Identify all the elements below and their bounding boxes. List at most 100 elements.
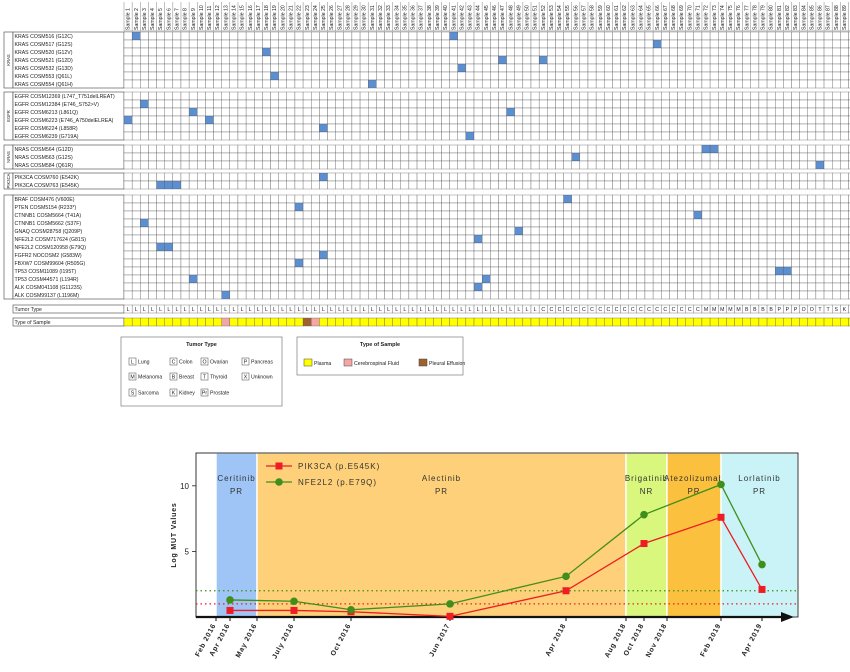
tumor-legend-code: C [172,360,176,366]
heatmap-cell [393,267,401,275]
sample-type-cell [767,318,775,326]
heatmap-cell [441,173,449,181]
heatmap-cell [507,40,515,48]
sample-type-cell [832,318,840,326]
heatmap-cell [189,32,197,40]
heatmap-cell [572,145,580,153]
heatmap-cell [588,80,596,88]
heatmap-cell [539,40,547,48]
sample-header: Sample 28 [345,5,351,30]
heatmap-cell [384,64,392,72]
heatmap-cell [629,145,637,153]
heatmap-cell [433,267,441,275]
heatmap-cell [165,48,173,56]
heatmap-cell [433,275,441,283]
heatmap-cell [279,132,287,140]
heatmap-cell [287,227,295,235]
heatmap-cell [482,219,490,227]
heatmap-cell [450,132,458,140]
heatmap-cell [433,124,441,132]
x-tick-label: Jun 2017 [429,623,452,658]
heatmap-cell [124,181,132,189]
heatmap-cell [352,80,360,88]
heatmap-cell [604,259,612,267]
treatment-response: NR [640,487,654,496]
heatmap-cell [775,219,783,227]
heatmap-cell [824,32,832,40]
heatmap-cell [140,40,148,48]
heatmap-cell [775,100,783,108]
heatmap-cell [474,251,482,259]
tumor-type-code: P [794,307,798,313]
heatmap-cell [710,56,718,64]
tumor-legend-label: Prostate [210,391,229,397]
heatmap-cell [661,203,669,211]
heatmap-cell [735,48,743,56]
tumor-legend-code: S [131,391,135,397]
heatmap-cell [507,181,515,189]
heatmap-cell [214,251,222,259]
heatmap-cell [409,203,417,211]
mutation-label: FGFR2 NOCOSM2 (G583W) [15,253,82,259]
heatmap-cell [352,64,360,72]
heatmap-cell [336,56,344,64]
heatmap-cell [441,219,449,227]
heatmap-cell [555,275,563,283]
heatmap-cell [393,181,401,189]
heatmap-cell [336,40,344,48]
heatmap-cell [189,161,197,169]
heatmap-cell [246,48,254,56]
tumor-type-code: L [143,307,146,313]
heatmap-cell [759,124,767,132]
mutation-hit-cell [189,108,197,116]
heatmap-cell [165,161,173,169]
heatmap-cell [197,173,205,181]
heatmap-cell [205,267,213,275]
heatmap-cell [555,243,563,251]
heatmap-cell [669,32,677,40]
heatmap-cell [173,251,181,259]
heatmap-cell [148,235,156,243]
heatmap-cell [425,251,433,259]
heatmap-cell [376,291,384,299]
heatmap-cell [564,116,572,124]
heatmap-cell [702,275,710,283]
heatmap-cell [311,100,319,108]
heatmap-cell [295,275,303,283]
heatmap-cell [417,108,425,116]
heatmap-cell [783,235,791,243]
heatmap-cell [458,259,466,267]
heatmap-cell [246,124,254,132]
heatmap-cell [132,92,140,100]
heatmap-cell [507,243,515,251]
heatmap-cell [197,235,205,243]
mutation-hit-cell [498,56,506,64]
heatmap-cell [409,259,417,267]
heatmap-cell [254,283,262,291]
heatmap-cell [262,291,270,299]
heatmap-cell [458,48,466,56]
heatmap-cell [189,267,197,275]
heatmap-cell [645,116,653,124]
heatmap-cell [271,124,279,132]
heatmap-cell [507,145,515,153]
heatmap-cell [523,80,531,88]
heatmap-cell [775,173,783,181]
heatmap-cell [588,72,596,80]
heatmap-cell [287,64,295,72]
heatmap-cell [783,40,791,48]
sample-header: Sample 9 [191,8,197,30]
heatmap-cell [409,275,417,283]
heatmap-cell [588,181,596,189]
sample-header: Sample 11 [207,5,213,30]
heatmap-cell [328,275,336,283]
heatmap-cell [181,181,189,189]
heatmap-cell [775,64,783,72]
heatmap-cell [678,153,686,161]
heatmap-cell [474,100,482,108]
heatmap-cell [482,92,490,100]
sample-type-cell [148,318,156,326]
heatmap-cell [271,132,279,140]
heatmap-cell [735,211,743,219]
heatmap-cell [466,259,474,267]
